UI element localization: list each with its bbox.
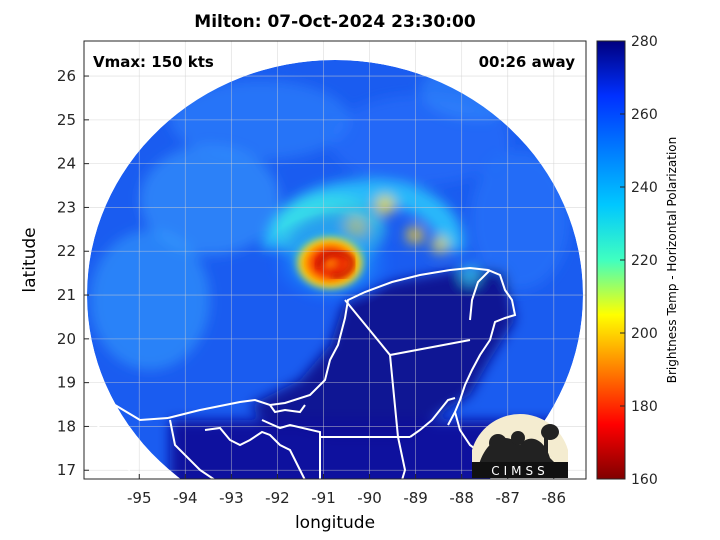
colorbar-tick-label: 280	[631, 34, 658, 50]
vmax-label: Vmax: 150 kts	[93, 53, 214, 71]
x-tick-label: -91	[311, 489, 336, 507]
y-tick-label: 19	[57, 374, 76, 392]
cimss-logo: CIMSS	[472, 414, 568, 478]
colorbar-tick-label: 260	[631, 107, 658, 123]
coastlines	[84, 266, 517, 479]
x-tick-label: -90	[357, 489, 382, 507]
colorbar-tick-label: 180	[631, 399, 658, 415]
x-tick-label: -88	[449, 489, 474, 507]
x-tick-label: -93	[219, 489, 244, 507]
cimss-logo-text: CIMSS	[491, 464, 549, 478]
chart-title: Milton: 07-Oct-2024 23:30:00	[194, 12, 476, 32]
y-tick-label: 23	[57, 198, 76, 216]
x-tick-label: -89	[403, 489, 428, 507]
y-tick-label: 20	[57, 330, 76, 348]
y-tick-labels: 26 25 24 23 22 21 20 19 18 17	[57, 67, 89, 479]
x-tick-label: -95	[127, 489, 152, 507]
x-tick-label: -86	[542, 489, 567, 507]
time-away-label: 00:26 away	[478, 53, 575, 71]
y-tick-label: 17	[57, 461, 76, 479]
colorbar-tick-labels: 280 260 240 220 200 180 160	[620, 34, 658, 488]
y-tick-label: 26	[57, 67, 76, 85]
x-tick-label: -94	[173, 489, 198, 507]
colorbar-tick-label: 240	[631, 180, 658, 196]
colorbar-tick-label: 200	[631, 326, 658, 342]
x-tick-labels: -95 -94 -93 -92 -91 -90 -89 -88 -87 -86	[127, 474, 566, 507]
colorbar-tick-label: 160	[631, 472, 658, 488]
x-tick-label: -92	[265, 489, 290, 507]
y-tick-label: 21	[57, 286, 76, 304]
y-tick-label: 18	[57, 417, 76, 435]
y-tick-label: 22	[57, 242, 76, 260]
x-tick-label: -87	[495, 489, 520, 507]
x-axis-label: longitude	[294, 513, 376, 533]
y-tick-label: 24	[57, 155, 76, 173]
colorbar-tick-label: 220	[631, 253, 658, 269]
grid-lines	[84, 41, 586, 479]
axes-frame	[83, 40, 587, 480]
y-tick-label: 25	[57, 111, 76, 129]
